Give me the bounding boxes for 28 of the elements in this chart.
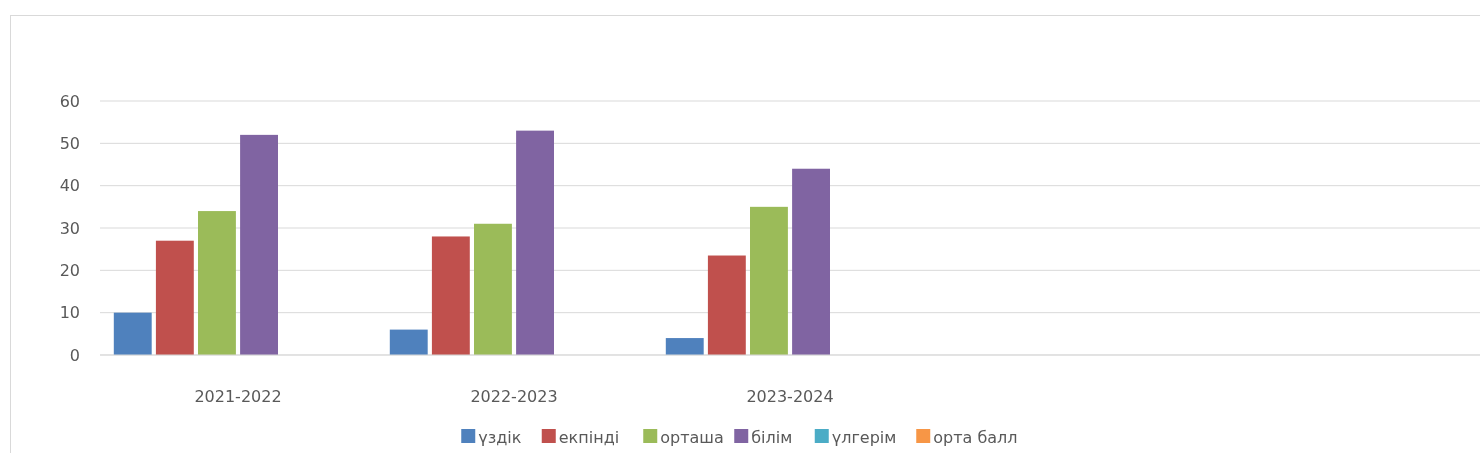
y-tick-label: 20 (59, 260, 80, 280)
y-tick-label: 50 (59, 133, 80, 153)
bar (474, 223, 512, 355)
bar (198, 211, 236, 355)
y-tick-label: 60 (59, 91, 80, 111)
bar (516, 130, 554, 355)
bar (389, 329, 428, 355)
y-tick-label: 40 (59, 176, 80, 196)
legend-label: орта балл (933, 427, 1018, 447)
bar (240, 134, 278, 355)
y-tick-label: 30 (59, 218, 80, 238)
legend-label: үздік (478, 427, 522, 447)
x-tick-label: 2022-2023 (470, 387, 558, 406)
x-tick-label: 2021-2022 (194, 387, 282, 406)
y-tick-label: 10 (59, 303, 80, 323)
bar (707, 255, 746, 355)
legend-label: білім (751, 427, 793, 447)
bar (113, 312, 152, 355)
legend-label: орташа (660, 427, 724, 447)
bar (792, 168, 830, 355)
bar (155, 240, 194, 355)
x-tick-label: 2023-2024 (746, 387, 834, 406)
bar (431, 236, 470, 355)
bar (665, 338, 704, 355)
legend-label: екпінді (558, 427, 620, 447)
bar (750, 206, 788, 355)
y-tick-label: 0 (69, 345, 80, 365)
legend-label: үлгерім (831, 427, 897, 447)
